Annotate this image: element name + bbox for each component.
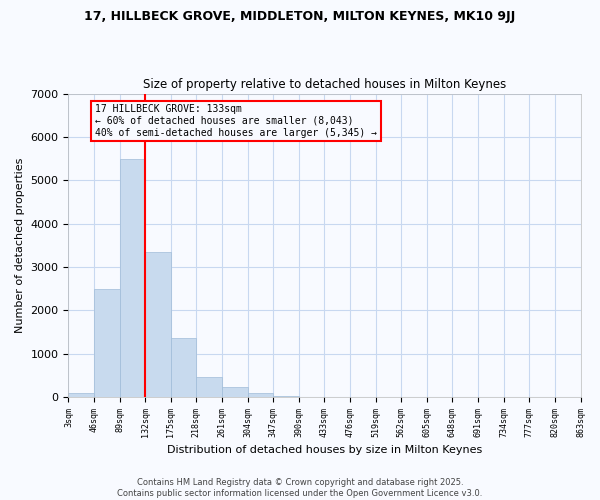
Text: 17, HILLBECK GROVE, MIDDLETON, MILTON KEYNES, MK10 9JJ: 17, HILLBECK GROVE, MIDDLETON, MILTON KE… (85, 10, 515, 23)
Text: Contains HM Land Registry data © Crown copyright and database right 2025.
Contai: Contains HM Land Registry data © Crown c… (118, 478, 482, 498)
Bar (196, 378, 222, 397)
Text: 17 HILLBECK GROVE: 133sqm
← 60% of detached houses are smaller (8,043)
40% of se: 17 HILLBECK GROVE: 133sqm ← 60% of detac… (95, 104, 377, 138)
Bar (68, 392, 94, 397)
Bar (145, 252, 171, 397)
Bar (222, 388, 248, 397)
Title: Size of property relative to detached houses in Milton Keynes: Size of property relative to detached ho… (143, 78, 506, 91)
Bar (94, 288, 119, 397)
Bar (171, 338, 196, 397)
Bar (248, 394, 273, 397)
Bar (119, 158, 145, 397)
Y-axis label: Number of detached properties: Number of detached properties (15, 158, 25, 333)
X-axis label: Distribution of detached houses by size in Milton Keynes: Distribution of detached houses by size … (167, 445, 482, 455)
Bar (273, 396, 299, 397)
